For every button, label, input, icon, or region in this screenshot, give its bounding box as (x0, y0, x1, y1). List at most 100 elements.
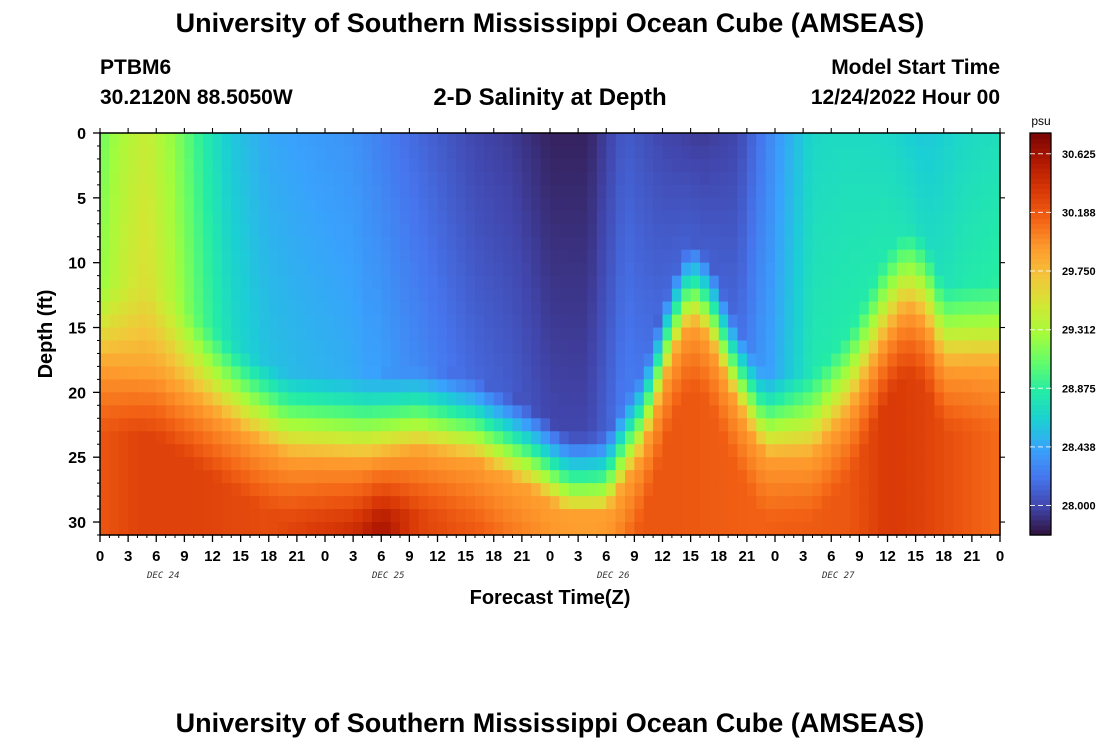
heatmap-cell (981, 366, 992, 380)
heatmap-cell (662, 210, 673, 225)
heatmap-cell (437, 223, 448, 238)
heatmap-cell (925, 496, 935, 510)
heatmap-cell (737, 340, 748, 355)
heatmap-cell (390, 158, 401, 173)
heatmap-cell (681, 145, 692, 160)
heatmap-cell (550, 327, 560, 342)
heatmap-cell (840, 327, 851, 342)
heatmap-cell (550, 431, 560, 445)
heatmap-cell (690, 405, 701, 419)
heatmap-cell (137, 223, 148, 238)
heatmap-cell (981, 197, 992, 212)
heatmap-cell (212, 353, 223, 368)
colorbar-segment (1030, 293, 1051, 300)
heatmap-cell (221, 171, 232, 186)
heatmap-cell (465, 184, 476, 199)
heatmap-cell (390, 327, 401, 342)
heatmap-cell (981, 327, 992, 342)
heatmap-cell (821, 457, 832, 471)
heatmap-cell (428, 301, 439, 316)
heatmap-cell (765, 340, 776, 355)
heatmap-cell (484, 405, 495, 419)
heatmap-cell (212, 249, 223, 264)
heatmap-cell (306, 262, 317, 277)
heatmap-cell (409, 496, 420, 510)
heatmap-cell (315, 288, 326, 303)
heatmap-cell (793, 509, 804, 523)
heatmap-cell (671, 522, 682, 536)
heatmap-cell (915, 496, 926, 510)
heatmap-cell (878, 171, 889, 186)
heatmap-cell (437, 353, 448, 368)
heatmap-cell (821, 483, 832, 497)
heatmap-cell (756, 223, 767, 238)
heatmap-cell (568, 210, 579, 225)
heatmap-cell (943, 353, 954, 368)
heatmap-cell (306, 288, 317, 303)
heatmap-cell (156, 314, 167, 329)
heatmap-cell (896, 444, 907, 458)
heatmap-cell (756, 314, 767, 329)
heatmap-cell (868, 522, 879, 536)
heatmap-cell (371, 353, 382, 368)
heatmap-cell (268, 392, 279, 406)
heatmap-cell (878, 184, 889, 199)
heatmap-cell (606, 145, 617, 160)
heatmap-cell (962, 509, 973, 523)
heatmap-cell (475, 483, 485, 497)
heatmap-cell (259, 210, 270, 225)
heatmap-cell (643, 470, 654, 484)
heatmap-cell (268, 522, 279, 536)
heatmap-cell (718, 470, 729, 484)
heatmap-cell (531, 522, 542, 536)
heatmap-cell (831, 457, 842, 471)
heatmap-cell (418, 223, 429, 238)
heatmap-cell (934, 236, 945, 251)
heatmap-cell (287, 418, 298, 432)
heatmap-cell (784, 275, 795, 290)
heatmap-cell (606, 522, 617, 536)
heatmap-cell (775, 223, 785, 238)
heatmap-cell (109, 470, 120, 484)
heatmap-cell (484, 184, 495, 199)
heatmap-cell (934, 509, 945, 523)
heatmap-cell (231, 236, 242, 251)
heatmap-cell (306, 392, 317, 406)
heatmap-cell (671, 327, 682, 342)
heatmap-cell (840, 392, 851, 406)
heatmap-cell (371, 431, 382, 445)
heatmap-cell (550, 145, 560, 160)
heatmap-cell (925, 210, 935, 225)
heatmap-cell (362, 366, 373, 380)
heatmap-cell (315, 340, 326, 355)
heatmap-cell (868, 509, 879, 523)
heatmap-cell (400, 197, 410, 212)
heatmap-cell (887, 457, 898, 471)
heatmap-cell (578, 353, 589, 368)
heatmap-cell (503, 509, 514, 523)
heatmap-cell (784, 496, 795, 510)
heatmap-cell (193, 158, 204, 173)
heatmap-cell (896, 223, 907, 238)
heatmap-cell (250, 444, 260, 458)
heatmap-cell (765, 392, 776, 406)
heatmap-cell (531, 496, 542, 510)
heatmap-cell (371, 158, 382, 173)
heatmap-cell (906, 314, 917, 329)
heatmap-cell (559, 366, 570, 380)
heatmap-cell (100, 418, 110, 432)
heatmap-cell (268, 158, 279, 173)
heatmap-cell (625, 418, 635, 432)
heatmap-cell (559, 431, 570, 445)
heatmap-cell (343, 483, 354, 497)
colorbar-segment (1030, 133, 1051, 139)
heatmap-cell (550, 509, 560, 523)
heatmap-cell (240, 262, 251, 277)
heatmap-cell (775, 509, 785, 523)
heatmap-cell (484, 223, 495, 238)
heatmap-cell (418, 314, 429, 329)
heatmap-cell (803, 301, 814, 316)
heatmap-cell (221, 249, 232, 264)
heatmap-cell (784, 288, 795, 303)
heatmap-cell (240, 522, 251, 536)
